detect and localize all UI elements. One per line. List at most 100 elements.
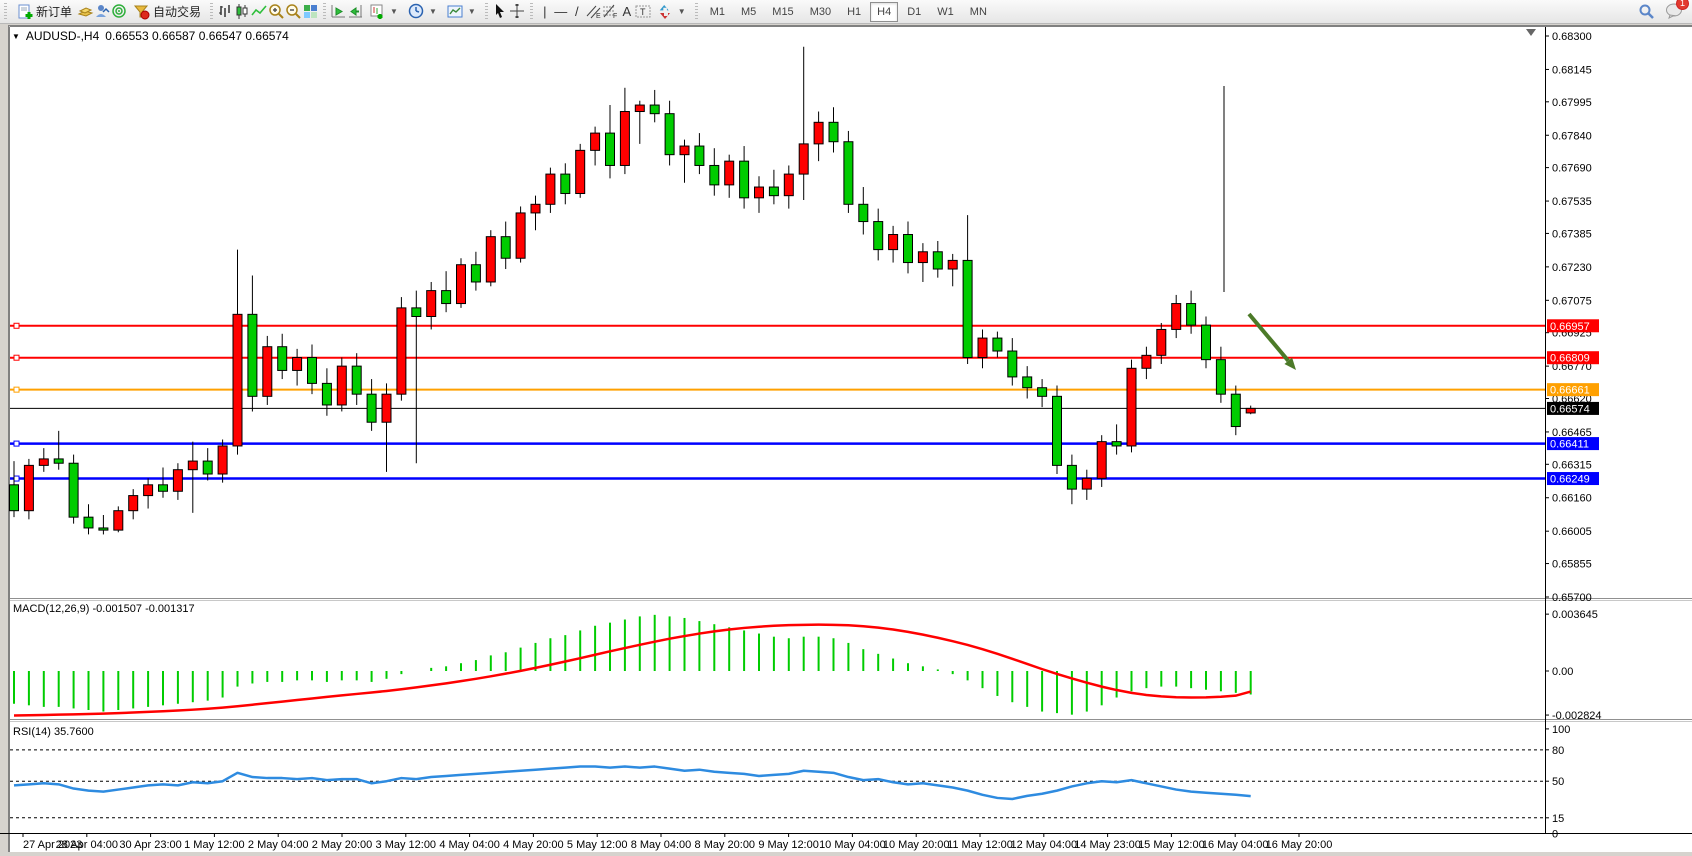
- level-handle: [13, 322, 20, 329]
- fibonacci-icon[interactable]: F: [602, 3, 619, 20]
- candlestick-chart-icon[interactable]: [234, 3, 251, 20]
- candle: [351, 365, 362, 395]
- candle: [187, 460, 198, 471]
- candle: [247, 313, 258, 397]
- rsi-axis-label: 100: [1552, 724, 1570, 736]
- toolbar-grip[interactable]: [527, 2, 535, 21]
- chart-shift-icon[interactable]: [347, 3, 364, 20]
- time-axis-label: 5 May 12:00: [567, 839, 628, 851]
- autotrading-button[interactable]: 自动交易: [128, 1, 206, 23]
- zoom-in-icon[interactable]: [268, 3, 285, 20]
- candle: [277, 346, 288, 371]
- time-axis-label: 15 May 12:00: [1138, 839, 1205, 851]
- templates-icon: [447, 3, 464, 20]
- candle: [470, 264, 481, 283]
- search-icon[interactable]: [1638, 3, 1655, 20]
- rsi-label: RSI(14) 35.7600: [13, 726, 94, 738]
- tab-m5[interactable]: M5: [741, 5, 757, 18]
- text-label-icon[interactable]: T: [635, 3, 652, 20]
- arrow-annotation-head: [1284, 357, 1296, 370]
- chevron-down-icon: ▼: [677, 7, 686, 16]
- toolbar-grip[interactable]: [2, 2, 9, 21]
- candle: [172, 469, 183, 492]
- macd-values: -0.001507 -0.001317: [92, 603, 195, 615]
- new-order-button[interactable]: 新订单: [11, 1, 77, 23]
- chat-button[interactable]: 1: [1665, 0, 1689, 22]
- new-order-icon: [16, 3, 33, 20]
- new-chart-button[interactable]: ▼: [364, 1, 403, 23]
- time-axis-label: 28 Apr 04:00: [56, 839, 118, 851]
- equidistant-channel-icon[interactable]: E: [585, 3, 602, 20]
- templates-button[interactable]: ▼: [442, 1, 481, 23]
- toolbar-grip[interactable]: [208, 2, 216, 21]
- candle: [1096, 441, 1107, 479]
- candle: [1081, 477, 1092, 490]
- macd-axis-label: 0.003645: [1552, 609, 1598, 621]
- profiles-button[interactable]: ▼: [403, 1, 442, 23]
- candle: [977, 337, 988, 358]
- bar-chart-icon[interactable]: [217, 3, 234, 20]
- profiles-icon: [408, 3, 425, 20]
- macd-label: MACD(12,26,9) -0.001507 -0.001317: [13, 603, 195, 615]
- market-icon[interactable]: [111, 3, 128, 20]
- candle: [217, 445, 228, 475]
- price-tag-label: 0.66411: [1550, 439, 1589, 451]
- candle: [1230, 393, 1241, 428]
- symbol-dropdown-icon[interactable]: ▼: [12, 31, 20, 41]
- price-axis-label: 0.67535: [1552, 196, 1592, 208]
- svg-text:E: E: [596, 13, 601, 20]
- market-watch-icon[interactable]: [77, 3, 94, 20]
- rsi-axis-label: 15: [1552, 813, 1564, 825]
- tab-h1[interactable]: H1: [847, 5, 862, 18]
- trendline-icon[interactable]: /: [574, 4, 579, 19]
- toolbar-grip[interactable]: [321, 2, 329, 21]
- candle: [709, 164, 720, 186]
- candle: [739, 160, 750, 199]
- candle: [1245, 407, 1256, 414]
- tab-h4[interactable]: H4: [870, 1, 899, 22]
- horizontal-line-icon[interactable]: —: [554, 4, 568, 19]
- toolbar-grip[interactable]: [482, 2, 490, 21]
- arrows-button[interactable]: ▼: [652, 1, 691, 23]
- candle: [336, 365, 347, 406]
- candle: [53, 458, 64, 464]
- price-axis-label: 0.66315: [1552, 459, 1592, 471]
- time-axis-label: 27 Apr 2023: [23, 839, 82, 851]
- candle: [619, 111, 630, 166]
- time-axis-label: 11 May 12:00: [947, 839, 1013, 851]
- level-handle: [13, 354, 20, 361]
- time-axis-label: 16 May 04:00: [1202, 839, 1269, 851]
- autotrading-label: 自动交易: [153, 5, 202, 19]
- candle: [947, 259, 958, 270]
- candle: [128, 495, 139, 512]
- macd-axis-label: -0.002824: [1552, 710, 1602, 722]
- line-chart-icon[interactable]: [251, 3, 268, 20]
- svg-text:T: T: [640, 7, 646, 17]
- tab-mn[interactable]: MN: [969, 5, 987, 18]
- candle: [158, 484, 168, 492]
- vertical-line-icon[interactable]: |: [543, 4, 547, 19]
- zoom-out-icon[interactable]: [285, 3, 302, 20]
- tab-m30[interactable]: M30: [809, 5, 832, 18]
- cursor-icon[interactable]: [492, 3, 509, 20]
- tab-d1[interactable]: D1: [907, 5, 922, 18]
- tab-w1[interactable]: W1: [937, 5, 954, 18]
- crosshair-icon[interactable]: [509, 3, 526, 20]
- price-tag: [1547, 437, 1599, 451]
- auto-scroll-icon[interactable]: [330, 3, 347, 20]
- price-tag: [1547, 383, 1599, 397]
- tab-m1[interactable]: M1: [709, 5, 725, 18]
- text-icon[interactable]: A: [622, 4, 632, 19]
- candle: [1052, 395, 1062, 466]
- candle: [292, 356, 303, 371]
- price-tag-label: 0.66661: [1550, 385, 1590, 397]
- price-axis-label: 0.68300: [1552, 31, 1592, 43]
- expert-advisors-icon[interactable]: [94, 3, 111, 20]
- candle: [411, 307, 422, 318]
- symbol-timeframe-label: AUDUSD-,H4: [25, 29, 100, 43]
- tile-windows-icon[interactable]: [302, 3, 319, 20]
- candle: [962, 259, 973, 358]
- tab-m15[interactable]: M15: [772, 5, 794, 18]
- toolbar-grip[interactable]: [692, 2, 700, 21]
